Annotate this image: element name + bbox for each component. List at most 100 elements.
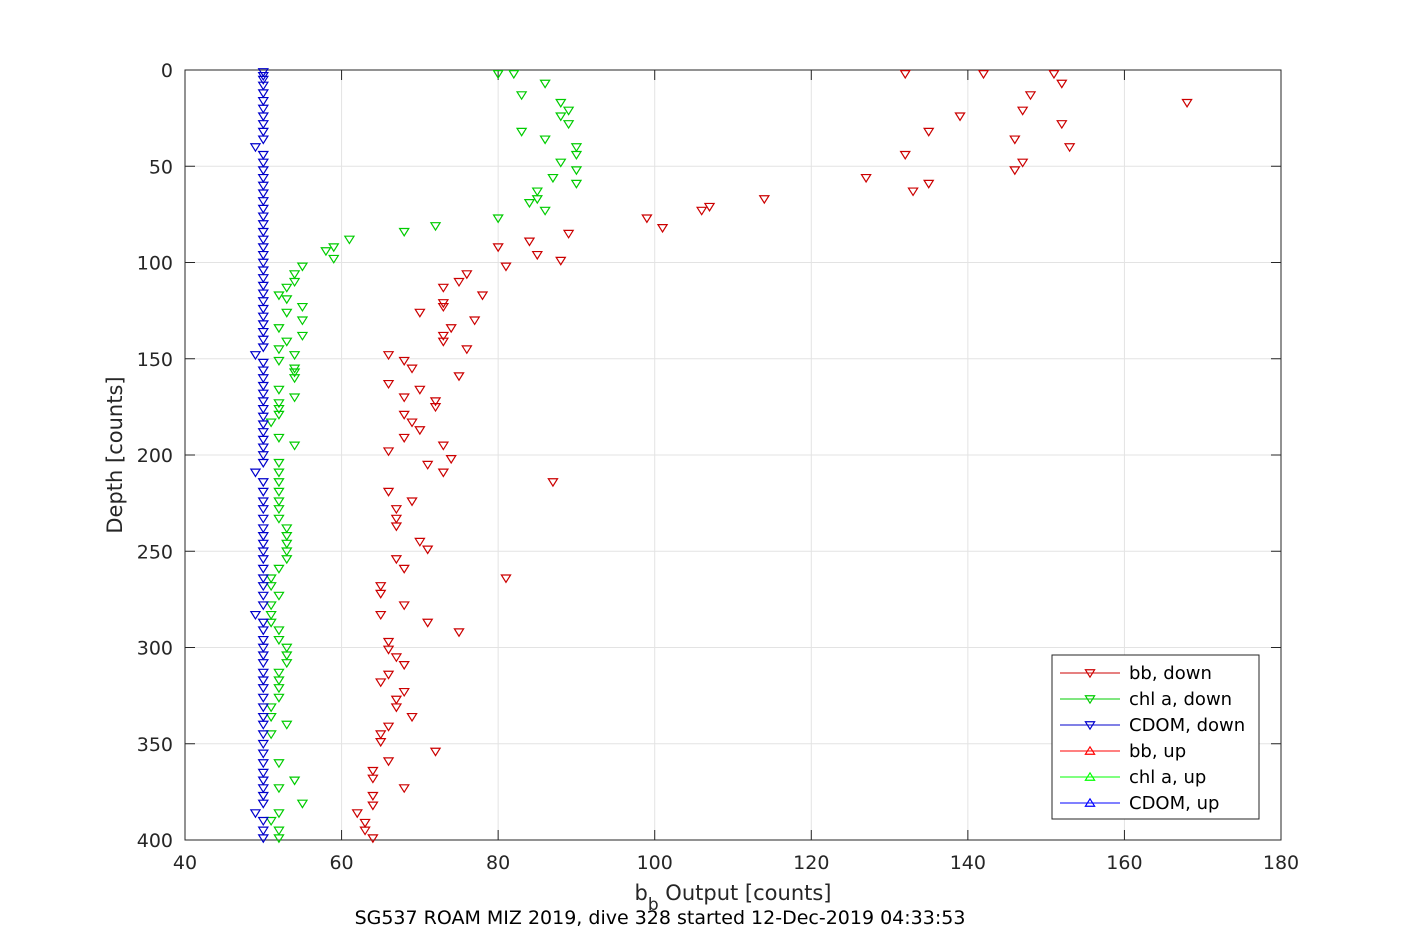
legend-entry: chl a, up xyxy=(1060,767,1206,788)
data-point xyxy=(273,458,285,468)
data-point xyxy=(406,712,418,723)
data-point xyxy=(273,468,285,478)
data-point xyxy=(422,460,434,470)
data-point xyxy=(296,799,309,809)
x-axis-title: bb Output [counts] xyxy=(634,881,831,915)
data-point xyxy=(257,776,269,786)
data-point xyxy=(257,158,269,168)
series-2 xyxy=(249,68,269,844)
data-point xyxy=(453,628,465,638)
data-point xyxy=(570,166,583,176)
data-point xyxy=(273,784,285,794)
data-point xyxy=(281,295,293,305)
data-point xyxy=(265,712,277,723)
data-point xyxy=(257,497,269,507)
data-point xyxy=(257,381,269,391)
data-point xyxy=(977,70,990,80)
data-point xyxy=(257,651,269,661)
data-point xyxy=(257,635,269,646)
data-point xyxy=(257,591,269,601)
legend-box xyxy=(1051,654,1260,820)
data-point xyxy=(281,659,293,669)
data-point xyxy=(257,749,269,759)
data-point xyxy=(273,668,285,678)
data-point xyxy=(515,127,528,137)
data-point xyxy=(281,283,293,293)
data-point xyxy=(555,256,567,266)
data-point xyxy=(539,135,551,145)
data-point xyxy=(265,618,277,628)
legend-label: CDOM, down xyxy=(1129,715,1245,736)
data-point xyxy=(398,564,410,574)
data-point xyxy=(257,643,269,653)
data-point xyxy=(406,418,418,428)
data-point xyxy=(273,676,285,686)
data-point xyxy=(281,555,293,565)
data-point xyxy=(437,337,450,347)
x-tick-label: 180 xyxy=(1263,852,1299,874)
data-point xyxy=(390,695,403,705)
legend-entry: CDOM, up xyxy=(1060,793,1219,814)
data-point xyxy=(492,70,504,80)
data-point xyxy=(257,212,269,222)
data-point xyxy=(398,661,410,671)
y-tick-label: 400 xyxy=(137,830,173,852)
data-point xyxy=(406,497,418,507)
y-tick-label: 150 xyxy=(137,349,173,371)
data-point xyxy=(351,809,363,819)
data-point xyxy=(382,722,395,732)
data-point xyxy=(257,524,269,534)
data-point xyxy=(257,768,269,778)
data-point xyxy=(461,345,473,355)
data-point xyxy=(265,582,277,592)
data-point xyxy=(257,555,269,565)
data-point xyxy=(257,834,269,844)
data-point xyxy=(257,320,269,330)
data-point xyxy=(429,747,442,757)
data-point xyxy=(257,412,269,422)
data-point xyxy=(265,703,277,713)
data-point xyxy=(257,582,269,592)
data-point xyxy=(562,229,575,239)
legend-label: chl a, down xyxy=(1129,689,1232,710)
data-point xyxy=(257,258,269,268)
data-point xyxy=(257,532,269,542)
data-point xyxy=(273,759,285,769)
x-axis-title-main: b xyxy=(634,881,647,905)
data-point xyxy=(288,776,301,786)
data-point xyxy=(257,274,269,284)
data-point xyxy=(288,374,301,384)
data-point xyxy=(555,112,567,122)
data-point xyxy=(273,433,285,443)
y-tick-label: 50 xyxy=(149,156,173,178)
data-point xyxy=(257,435,269,445)
y-axis: 0 50 100 150 200 250 300 350 400 xyxy=(137,60,1281,852)
data-point xyxy=(907,187,919,197)
data-point xyxy=(296,302,309,313)
data-point xyxy=(257,505,269,515)
x-tick-label: 100 xyxy=(637,852,673,874)
data-point xyxy=(257,81,269,91)
data-point xyxy=(281,337,293,347)
data-point xyxy=(1016,158,1029,168)
data-point xyxy=(257,487,269,497)
data-point xyxy=(429,403,442,413)
legend-label: chl a, up xyxy=(1129,767,1206,788)
data-point xyxy=(398,410,410,420)
data-point xyxy=(1016,106,1029,116)
data-point xyxy=(265,574,277,584)
data-point xyxy=(257,799,269,809)
data-point xyxy=(1009,135,1021,145)
x-axis: 40 60 80 100 120 140 160 180 xyxy=(173,70,1299,874)
data-point xyxy=(437,331,450,341)
data-point xyxy=(273,345,285,355)
data-point xyxy=(288,270,301,280)
data-point xyxy=(656,224,669,234)
data-point xyxy=(414,385,426,395)
data-point xyxy=(899,70,911,80)
data-point xyxy=(414,426,426,436)
x-tick-label: 80 xyxy=(486,852,510,874)
data-point xyxy=(390,703,403,713)
x-tick-label: 140 xyxy=(950,852,986,874)
data-point xyxy=(422,618,434,628)
